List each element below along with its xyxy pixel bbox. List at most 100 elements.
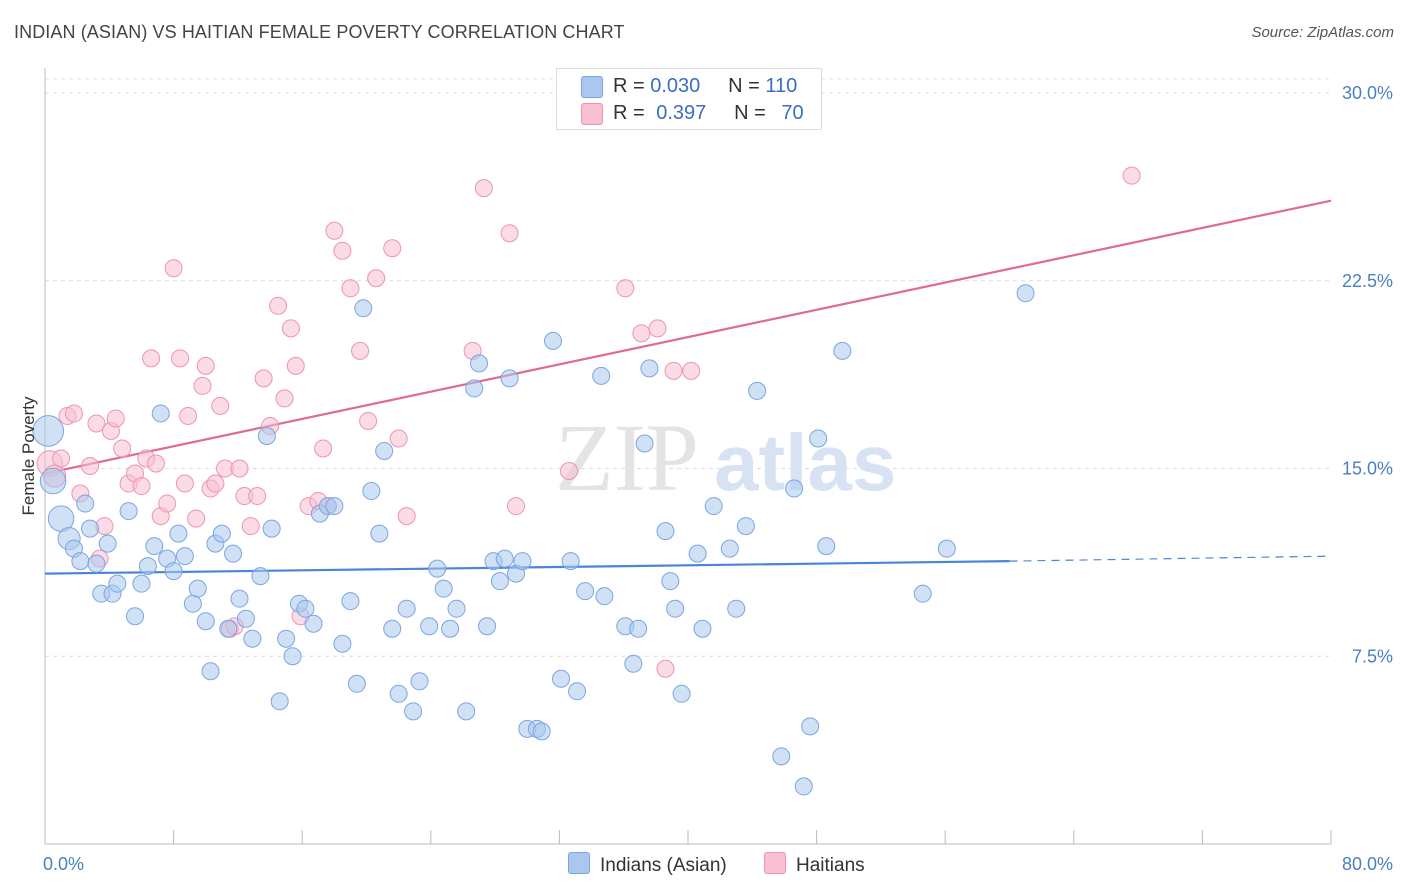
- point-haitians: [196, 356, 215, 375]
- point-indians: [375, 441, 394, 460]
- point-indians: [576, 582, 595, 601]
- point-indians: [126, 607, 145, 626]
- point-haitians: [325, 221, 344, 240]
- bottom-legend-label-haitians: Haitians: [796, 855, 865, 876]
- point-indians: [937, 539, 956, 558]
- point-indians: [188, 579, 207, 598]
- point-haitians: [648, 319, 667, 338]
- point-haitians: [106, 409, 125, 428]
- point-haitians: [132, 477, 151, 496]
- point-haitians: [52, 449, 71, 468]
- y-tick-label: 7.5%: [1352, 646, 1393, 666]
- point-haitians: [254, 369, 273, 388]
- legend-swatch-haitians: [581, 103, 603, 125]
- legend-n-label: N =: [728, 75, 760, 97]
- point-haitians: [616, 279, 635, 298]
- point-indians: [119, 502, 138, 521]
- point-indians: [98, 534, 117, 553]
- data-points: [32, 166, 1141, 796]
- point-indians: [81, 519, 100, 538]
- point-indians: [434, 579, 453, 598]
- point-indians: [39, 467, 67, 495]
- x-tick-labels: 0.0% 80.0%: [43, 854, 1393, 874]
- point-indians: [672, 684, 691, 703]
- point-haitians: [474, 179, 493, 198]
- point-indians: [32, 415, 65, 447]
- y-axis-label: Female Poverty: [19, 396, 38, 516]
- trend-extension-indians: [1009, 555, 1332, 562]
- point-indians: [397, 599, 416, 618]
- watermark: ZIP atlas: [555, 404, 896, 511]
- point-haitians: [158, 494, 177, 513]
- y-tick-labels: 7.5% 15.0% 22.5% 30.0%: [1342, 83, 1393, 666]
- point-indians: [809, 429, 828, 448]
- point-indians: [87, 554, 106, 573]
- point-indians: [71, 552, 90, 571]
- point-indians: [656, 522, 675, 541]
- trend-line-haitians: [44, 199, 1332, 475]
- point-indians: [513, 552, 532, 571]
- point-haitians: [333, 241, 352, 260]
- x-tick-label: 80.0%: [1342, 854, 1393, 874]
- legend: R = 0.030 N = 110 R = 0.397 N = 70: [556, 68, 822, 130]
- point-indians: [727, 599, 746, 618]
- trend-lines: [44, 199, 1332, 575]
- point-haitians: [179, 406, 198, 425]
- point-haitians: [367, 269, 386, 288]
- point-indians: [354, 299, 373, 318]
- point-indians: [441, 619, 460, 638]
- point-indians: [410, 672, 429, 691]
- legend-n-value: 70: [781, 102, 804, 124]
- point-indians: [794, 777, 813, 796]
- point-indians: [219, 619, 238, 638]
- point-haitians: [664, 361, 683, 380]
- point-indians: [370, 524, 389, 543]
- point-indians: [201, 662, 220, 681]
- point-indians: [704, 497, 723, 516]
- point-indians: [175, 547, 194, 566]
- point-haitians: [248, 487, 267, 506]
- point-indians: [257, 426, 276, 445]
- point-indians: [341, 592, 360, 611]
- point-indians: [457, 702, 476, 721]
- point-indians: [552, 669, 571, 688]
- point-haitians: [314, 439, 333, 458]
- x-tick-label: 0.0%: [43, 854, 84, 874]
- point-indians: [500, 369, 519, 388]
- legend-r-value: 0.397: [656, 102, 707, 124]
- point-indians: [196, 612, 215, 631]
- point-indians: [465, 379, 484, 398]
- watermark-zip: ZIP: [555, 404, 699, 511]
- point-indians: [661, 572, 680, 591]
- point-haitians: [506, 497, 525, 516]
- point-indians: [362, 482, 381, 501]
- point-indians: [230, 589, 249, 608]
- point-haitians: [211, 396, 230, 415]
- point-indians: [666, 599, 685, 618]
- legend-r-label: R =: [613, 102, 645, 124]
- point-indians: [635, 434, 654, 453]
- point-haitians: [64, 404, 83, 423]
- point-indians: [164, 562, 183, 581]
- legend-n-label: N =: [734, 102, 766, 124]
- point-indians: [447, 599, 466, 618]
- point-indians: [592, 366, 611, 385]
- point-indians: [543, 331, 562, 350]
- point-haitians: [341, 279, 360, 298]
- point-haitians: [275, 389, 294, 408]
- point-indians: [470, 354, 489, 373]
- point-indians: [224, 544, 243, 563]
- point-indians: [212, 524, 231, 543]
- point-haitians: [142, 349, 161, 368]
- point-indians: [270, 692, 289, 711]
- point-haitians: [81, 457, 100, 476]
- point-indians: [532, 722, 551, 741]
- point-haitians: [656, 659, 675, 678]
- point-indians: [772, 747, 791, 766]
- point-indians: [262, 519, 281, 538]
- point-haitians: [560, 462, 579, 481]
- point-haitians: [359, 411, 378, 430]
- point-haitians: [500, 224, 519, 243]
- point-indians: [833, 341, 852, 360]
